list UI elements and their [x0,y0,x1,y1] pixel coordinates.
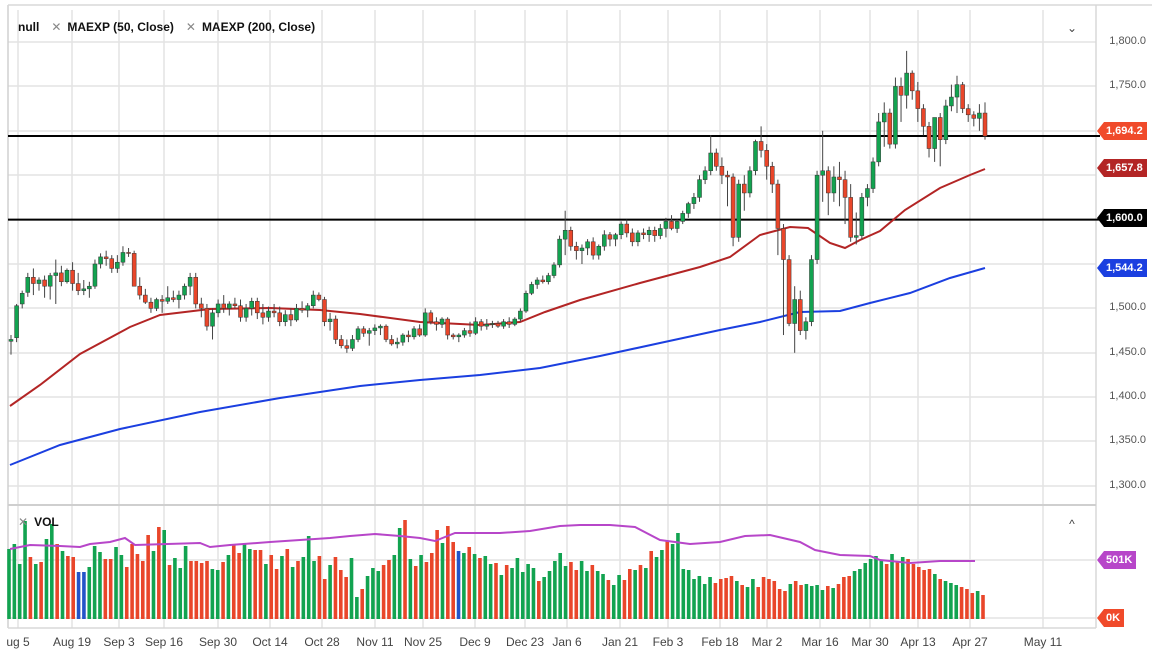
date-tick-label: Feb 3 [652,635,684,649]
grid-lines [8,10,1096,628]
volume-label: VOL [34,515,59,529]
legend-ma200-label: MAEXP (200, Close) [201,20,316,34]
chevron-up-icon[interactable]: ^ [1069,517,1075,531]
price-tick-label: 1,750.0 [1109,79,1146,91]
ma50-line [9,168,986,407]
remove-icon[interactable]: ✕ [51,20,62,34]
volume-legend: ✕ VOL [18,515,59,529]
price-tick-label: 1,450.0 [1109,346,1146,358]
price-tick-label: 1,800.0 [1109,35,1146,47]
legend-ma50-label: MAEXP (50, Close) [67,20,174,34]
pane-borders [7,4,1152,629]
date-tick-label: Mar 30 [851,635,889,649]
legend-item-symbol[interactable]: null [18,20,39,34]
price-tag: 1,657.8 [1097,159,1147,177]
legend-item-ma50[interactable]: ✕ MAEXP (50, Close) [51,20,174,34]
volume-bars [7,520,985,619]
date-tick-label: May 11 [1023,635,1063,649]
remove-icon[interactable]: ✕ [185,20,196,34]
price-tag: 1,600.0 [1097,209,1147,227]
date-tick-label: Dec 9 [459,635,491,649]
price-tag: 1,694.2 [1097,122,1147,140]
remove-icon[interactable]: ✕ [18,515,29,529]
date-tick-label: Apr 27 [952,635,988,649]
date-tick-label: Mar 2 [751,635,783,649]
horizontal-lines[interactable] [8,134,1100,221]
price-tag: 1,544.2 [1097,259,1147,277]
date-tick-label: Mar 16 [801,635,839,649]
date-tick-label: Sep 30 [198,635,238,649]
date-tick-label: Oct 28 [304,635,340,649]
date-tick-label: Jan 21 [601,635,639,649]
price-tick-label: 1,300.0 [1109,479,1146,491]
date-tick-label: Aug 19 [52,635,92,649]
date-tick-label: Nov 25 [403,635,443,649]
ma200-line [9,267,986,466]
date-tick-label: ug 5 [6,635,30,649]
legend-symbol-label: null [18,20,40,34]
date-tick-label: Jan 6 [552,635,582,649]
volume-tag: 0K [1096,609,1125,627]
date-tick-label: Sep 16 [144,635,184,649]
candlesticks [8,50,988,355]
date-tick-label: Sep 3 [103,635,135,649]
date-tick-label: Nov 11 [356,635,394,649]
price-tick-label: 1,500.0 [1109,301,1146,313]
date-tick-label: Feb 18 [701,635,739,649]
chevron-down-icon[interactable]: ⌄ [1066,21,1078,35]
price-tick-label: 1,350.0 [1109,434,1146,446]
indicator-legend: null ✕ MAEXP (50, Close) ✕ MAEXP (200, C… [18,20,315,34]
volume-tag: 501K [1096,551,1137,569]
date-tick-label: Oct 14 [252,635,288,649]
volume-ma-line [9,524,975,565]
date-tick-label: Dec 23 [505,635,545,649]
date-tick-label: Apr 13 [900,635,936,649]
legend-item-ma200[interactable]: ✕ MAEXP (200, Close) [186,20,315,34]
price-tick-label: 1,400.0 [1109,390,1146,402]
